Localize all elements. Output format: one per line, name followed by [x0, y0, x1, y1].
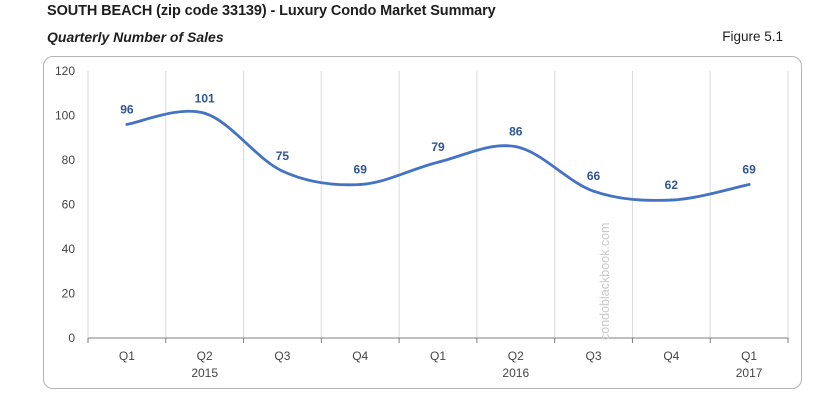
x-tick-label: Q1	[430, 349, 446, 363]
y-tick-label: 60	[62, 198, 76, 212]
y-tick-label: 100	[55, 109, 75, 123]
y-tick-label: 0	[68, 331, 75, 345]
data-label: 79	[431, 140, 445, 154]
x-tick-label: Q2	[197, 349, 213, 363]
data-label: 96	[120, 102, 134, 116]
data-label: 86	[509, 125, 523, 139]
chart-gridlines	[87, 71, 789, 338]
data-point	[436, 160, 440, 164]
y-tick-label: 40	[62, 242, 76, 256]
chart-title: SOUTH BEACH (zip code 33139) - Luxury Co…	[47, 3, 496, 19]
x-year-label: 2015	[191, 366, 218, 380]
data-label: 75	[276, 149, 290, 163]
data-label: 69	[354, 162, 368, 176]
y-tick-label: 20	[62, 287, 76, 301]
figure-label: Figure 5.1	[722, 29, 783, 44]
data-label: 62	[665, 178, 679, 192]
chart-frame	[43, 56, 802, 389]
y-tick-label: 120	[55, 64, 75, 78]
data-point	[125, 123, 129, 126]
x-year-label: 2016	[502, 366, 529, 380]
y-tick-label: 80	[62, 153, 76, 167]
x-tick-label: Q1	[119, 349, 135, 363]
data-label: 69	[742, 162, 756, 176]
data-labels: 96 101 75 69 79 86 66 62 69	[120, 91, 756, 192]
data-point	[747, 183, 751, 186]
x-tick-label: Q3	[586, 349, 602, 363]
data-label: 66	[587, 169, 601, 183]
y-axis-ticks: 0 20 40 60 80 100 120	[55, 64, 75, 345]
data-point	[592, 189, 595, 193]
x-tick-label: Q4	[352, 349, 368, 363]
x-tick-label: Q1	[741, 349, 757, 363]
data-label: 101	[195, 91, 215, 105]
data-point	[358, 183, 362, 186]
x-axis-labels: Q1 Q2 2015 Q3 Q4 Q1 Q2 2016 Q3 Q4 Q1 2017	[119, 349, 763, 380]
x-year-label: 2017	[736, 366, 763, 380]
chart-axes	[87, 337, 789, 343]
x-tick-label: Q3	[274, 349, 290, 363]
series-line-number-of-sales	[125, 109, 751, 202]
data-point	[281, 169, 284, 173]
x-tick-label: Q4	[663, 349, 679, 363]
data-point	[669, 198, 673, 202]
data-point	[203, 111, 207, 115]
data-series	[125, 109, 751, 202]
watermark-text: condoblackbook.com	[598, 223, 612, 340]
data-point	[514, 145, 518, 149]
x-tick-label: Q2	[508, 349, 524, 363]
chart-subtitle: Quarterly Number of Sales	[47, 29, 224, 45]
